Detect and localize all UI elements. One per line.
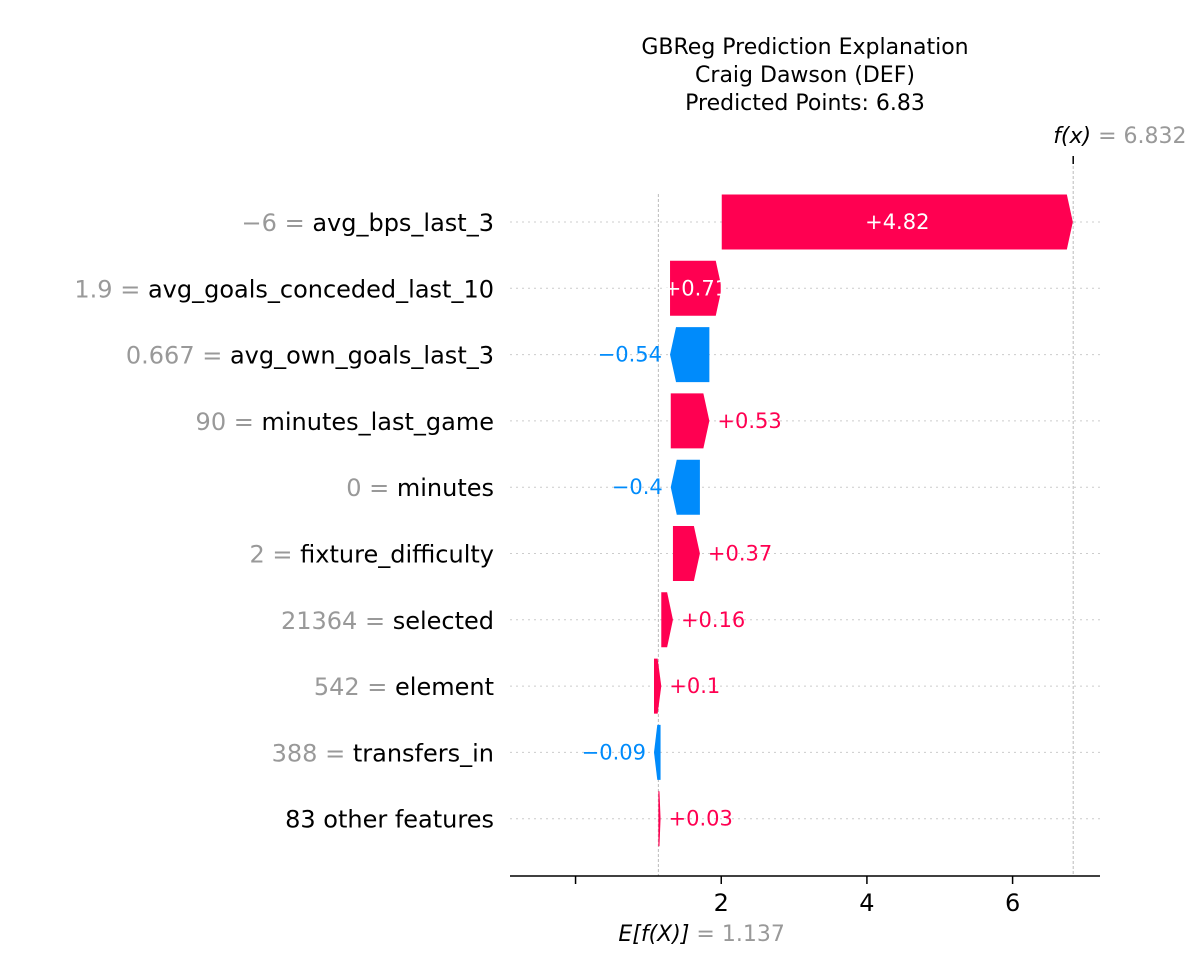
bar-value-label: +4.82 [865, 210, 929, 234]
bar-value-label: +0.03 [669, 807, 733, 831]
bar-value-label: +0.37 [708, 542, 772, 566]
base-value-number: = 1.137 [689, 922, 784, 947]
bar-value-label: −0.09 [582, 740, 646, 764]
x-tick-label: 4 [859, 889, 874, 917]
feature-name: minutes_last_game [261, 408, 494, 436]
feature-label: 90 = minutes_last_game [196, 408, 494, 436]
axis-layer: 2 4 6 E[f(X)] = 1.137 f(x) = 6.832 [510, 124, 1187, 947]
bar-10 [658, 791, 661, 847]
feature-label: 388 = transfers_in [272, 739, 494, 767]
chart-title-line-3: Predicted Points: 6.83 [685, 91, 925, 116]
feature-name: avg_goals_conceded_last_10 [148, 275, 494, 303]
feature-value: 90 [196, 408, 227, 436]
bar-7 [661, 592, 673, 648]
grid-layer [510, 156, 1100, 876]
bar-4 [670, 393, 710, 449]
feature-value: 1.9 [74, 275, 112, 303]
feature-label: 1.9 = avg_goals_conceded_last_10 [74, 275, 494, 303]
bar-1 [721, 194, 1073, 250]
feature-label: 0 = minutes [346, 474, 494, 502]
bars-layer [654, 194, 1073, 847]
bar-6 [672, 526, 700, 581]
chart-title-line-2: Craig Dawson (DEF) [695, 63, 915, 88]
feature-equals: = [195, 342, 230, 370]
bar-value-label: +0.71 [664, 276, 728, 300]
feature-name: minutes [397, 474, 494, 502]
feature-value: 542 [314, 673, 360, 701]
bar-3 [670, 327, 710, 383]
feature-label: 2 = fixture_difficulty [250, 541, 495, 569]
feature-equals: = [360, 673, 395, 701]
labels-layer: +4.82 −6 = avg_bps_last_3 +0.71 1.9 = avg_g… [74, 209, 929, 834]
feature-equals: = [226, 408, 261, 436]
feature-label: −6 = avg_bps_last_3 [242, 209, 494, 237]
feature-label: 83 other features [285, 806, 494, 834]
x-tick-label: 6 [1005, 889, 1020, 917]
feature-name: selected [393, 607, 494, 635]
feature-equals: = [317, 739, 352, 767]
bar-2 [670, 260, 722, 316]
bar-value-label: +0.16 [681, 608, 745, 632]
feature-name: fixture_difficulty [300, 541, 494, 569]
feature-name: avg_own_goals_last_3 [230, 342, 494, 370]
bar-5 [670, 459, 700, 515]
output-value-symbol: f(x) [1053, 124, 1091, 149]
feature-value: 388 [272, 739, 318, 767]
bar-9 [654, 724, 661, 780]
feature-equals: = [361, 474, 396, 502]
bar-value-label: +0.1 [669, 674, 720, 698]
bar-8 [654, 658, 662, 714]
feature-equals: = [277, 209, 312, 237]
feature-value: 0 [346, 474, 361, 502]
bar-value-label: −0.54 [598, 343, 662, 367]
feature-equals: = [113, 275, 148, 303]
feature-name: transfers_in [353, 739, 494, 767]
feature-label: 542 = element [314, 673, 494, 701]
bar-value-label: +0.53 [717, 409, 781, 433]
bar-value-label: −0.4 [612, 475, 663, 499]
feature-name: element [395, 673, 494, 701]
feature-value: 2 [250, 541, 265, 569]
base-value-symbol: E[f(X)] [618, 922, 689, 947]
feature-value: 0.667 [126, 342, 195, 370]
output-value-number: = 6.832 [1091, 124, 1186, 149]
feature-equals: = [357, 607, 392, 635]
chart-title-line-1: GBReg Prediction Explanation [641, 35, 968, 60]
feature-value: 21364 [281, 607, 357, 635]
output-value-label: f(x) = 6.832 [1053, 124, 1186, 149]
x-tick-label: 2 [714, 889, 729, 917]
feature-label: 21364 = selected [281, 607, 494, 635]
feature-value: −6 [242, 209, 277, 237]
feature-name: avg_bps_last_3 [312, 209, 494, 237]
feature-equals: = [265, 541, 300, 569]
feature-name: 83 other features [285, 806, 494, 834]
feature-label: 0.667 = avg_own_goals_last_3 [126, 342, 494, 370]
base-value-label: E[f(X)] = 1.137 [618, 922, 784, 947]
